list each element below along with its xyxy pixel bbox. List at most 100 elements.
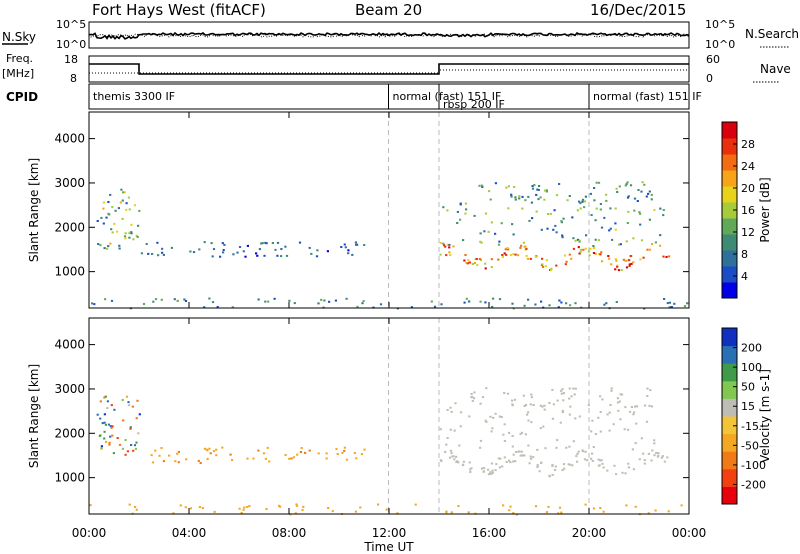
scatter-cell	[512, 460, 515, 463]
noise-left-tick-top: 10^5	[56, 18, 86, 31]
scatter-cell	[511, 403, 514, 406]
scatter-cell	[151, 461, 155, 464]
scatter-cell	[643, 183, 646, 186]
scatter-cell	[667, 255, 671, 258]
scatter-cell	[485, 420, 488, 423]
colorbar-segment	[722, 186, 737, 203]
scatter-cell	[558, 506, 562, 509]
scatter-cell	[634, 505, 637, 508]
scatter-cell	[105, 216, 108, 219]
scatter-cell	[578, 200, 581, 203]
scatter-cell	[471, 263, 474, 265]
scatter-cell	[457, 505, 460, 507]
scatter-cell	[96, 220, 99, 222]
scatter-cell	[480, 241, 483, 244]
scatter-cell	[462, 239, 465, 242]
scatter-cell	[524, 199, 527, 202]
scatter-cell	[468, 261, 471, 264]
scatter-cell	[592, 507, 596, 510]
scatter-cell	[614, 268, 617, 271]
scatter-cell	[620, 269, 623, 272]
scatter-cell	[634, 405, 637, 408]
scatter-cell	[616, 401, 620, 404]
scatter-cell	[168, 454, 171, 457]
freq-line	[89, 63, 689, 75]
scatter-cell	[125, 395, 129, 398]
scatter-cell	[654, 509, 657, 512]
scatter-cell	[490, 473, 493, 475]
scatter-cell	[91, 302, 94, 305]
scatter-cell	[535, 193, 538, 196]
scatter-cell	[445, 511, 448, 514]
scatter-cell	[257, 298, 260, 301]
scatter-cell	[512, 253, 515, 256]
colorbar-tick-label: 8	[741, 248, 748, 261]
scatter-cell	[578, 239, 581, 242]
scatter-cell	[334, 299, 337, 302]
scatter-cell	[96, 413, 99, 416]
colorbar-segment	[722, 380, 737, 399]
scatter-cell	[576, 238, 580, 241]
scatter-cell	[255, 252, 258, 255]
scatter-cell	[560, 301, 563, 304]
scatter-cell	[440, 460, 443, 462]
scatter-cell	[545, 259, 548, 262]
scatter-cell	[551, 417, 554, 420]
scatter-cell	[142, 303, 146, 305]
scatter-cell	[530, 421, 533, 424]
scatter-cell	[280, 248, 283, 250]
scatter-cell	[292, 456, 295, 459]
scatter-cell	[499, 457, 502, 460]
scatter-cell	[158, 454, 161, 457]
scatter-cell	[606, 469, 609, 472]
scatter-cell	[520, 431, 524, 434]
scatter-cell	[271, 242, 274, 244]
scatter-cell	[561, 409, 564, 412]
scatter-cell	[583, 200, 586, 203]
scatter-cell	[121, 217, 124, 220]
scatter-cell	[121, 399, 124, 401]
scatter-cell	[458, 444, 461, 447]
scatter-cell	[295, 504, 299, 507]
scatter-cell	[479, 402, 482, 405]
scatter-cell	[446, 409, 449, 411]
scatter-cell	[564, 263, 567, 266]
scatter-cell	[335, 448, 338, 451]
scatter-cell	[244, 255, 247, 258]
scatter-cell	[531, 185, 534, 188]
scatter-cell	[128, 232, 131, 235]
scatter-cell	[609, 404, 612, 406]
scatter-cell	[647, 192, 650, 195]
date-title: 16/Dec/2015	[590, 1, 686, 19]
scatter-cell	[327, 507, 330, 509]
scatter-cell	[433, 305, 437, 308]
scatter-cell	[553, 469, 557, 471]
scatter-cell	[615, 187, 618, 190]
scatter-cell	[484, 212, 488, 215]
scatter-cell	[439, 253, 442, 256]
scatter-cell	[579, 207, 582, 210]
scatter-cell	[503, 456, 506, 459]
scatter-cell	[110, 426, 113, 429]
scatter-cell	[449, 428, 452, 431]
colorbar-segment	[722, 486, 737, 505]
scatter-cell	[594, 238, 597, 241]
scatter-cell	[489, 198, 492, 201]
y-tick-label: 2000	[54, 426, 85, 440]
scatter-cell	[325, 452, 328, 455]
scatter-cell	[624, 259, 627, 262]
scatter-cell	[222, 249, 225, 251]
scatter-cell	[536, 188, 539, 191]
scatter-cell	[460, 411, 463, 414]
scatter-cell	[648, 404, 651, 407]
scatter-cell	[555, 264, 558, 267]
scatter-cell	[525, 254, 528, 257]
scatter-cell	[205, 448, 208, 451]
scatter-cell	[561, 411, 564, 414]
scatter-cell	[646, 248, 649, 251]
scatter-cell	[600, 226, 604, 229]
scatter-cell	[160, 447, 163, 449]
scatter-cell	[304, 451, 307, 454]
scatter-cell	[523, 454, 526, 457]
scatter-cell	[104, 298, 107, 301]
